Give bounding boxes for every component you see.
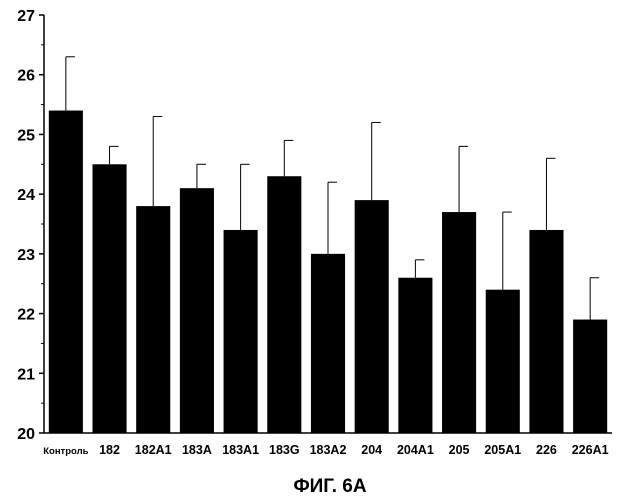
y-tick-label-22: 22 (17, 307, 35, 324)
y-tick-label-24: 24 (17, 187, 35, 204)
x-tick-label-183G: 183G (269, 443, 300, 457)
y-tick-label-26: 26 (17, 68, 35, 85)
x-tick-label-183A2: 183A2 (310, 443, 347, 457)
bar-204 (355, 200, 389, 433)
x-tick-label-182A1: 182A1 (135, 443, 172, 457)
bar-182 (92, 164, 126, 433)
x-tick-label-226A1: 226A1 (572, 443, 609, 457)
y-tick-label-27: 27 (17, 8, 35, 25)
x-tick-label-183A: 183A (182, 443, 212, 457)
y-tick-label-23: 23 (17, 247, 35, 264)
bar-226A1 (573, 320, 607, 433)
bar-183A2 (311, 254, 345, 433)
x-tick-label-204A1: 204A1 (397, 443, 434, 457)
bar-204A1 (398, 278, 432, 433)
bar-226 (529, 230, 563, 433)
bar-205A1 (486, 290, 520, 433)
y-tick-label-25: 25 (17, 127, 35, 144)
x-tick-label-205: 205 (449, 443, 470, 457)
figure-caption: ФИГ. 6А (293, 476, 366, 497)
x-tick-label-183A1: 183A1 (222, 443, 259, 457)
bar-183A1 (224, 230, 258, 433)
bar-183A (180, 188, 214, 433)
x-tick-label-205A1: 205A1 (484, 443, 521, 457)
x-tick-label-182: 182 (99, 443, 120, 457)
bar-182A1 (136, 206, 170, 433)
x-tick-label-204: 204 (361, 443, 382, 457)
y-axis-ticks: 20 21 22 23 24 25 26 27 (17, 8, 44, 443)
x-tick-label-Контроль: Контроль (43, 446, 88, 457)
bar-183G (267, 176, 301, 433)
bar-Контроль (49, 111, 83, 433)
y-tick-label-21: 21 (17, 366, 35, 383)
bar-205 (442, 212, 476, 433)
x-axis-labels: Контроль 182 182A1 183A 183A1 183G 183A2 204 204… (43, 443, 608, 457)
y-tick-label-20: 20 (17, 426, 35, 443)
x-tick-label-226: 226 (536, 443, 557, 457)
bars (49, 111, 607, 433)
